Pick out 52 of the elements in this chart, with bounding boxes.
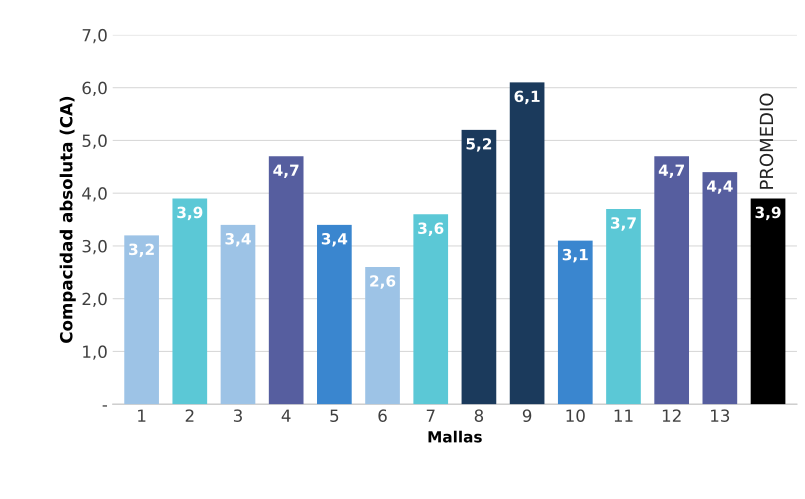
data-label: 3,4	[322, 233, 348, 247]
x-tick-label: 1	[138, 410, 146, 422]
data-label: 3,1	[562, 248, 588, 262]
y-tick-label: 7,0	[82, 28, 107, 44]
data-label: 6,1	[514, 90, 540, 104]
data-label: 2,6	[370, 275, 396, 289]
bar	[268, 156, 304, 404]
data-label: 4,4	[707, 180, 733, 194]
bar	[702, 172, 738, 404]
x-tick-label: 3	[234, 409, 242, 422]
x-tick-label: 4	[282, 410, 291, 422]
bar	[606, 209, 641, 404]
y-tick-label: 4,0	[82, 187, 107, 202]
x-tick-label: 8	[474, 409, 484, 422]
y-tick-label: 2,0	[82, 292, 107, 307]
data-label: 5,2	[466, 138, 492, 152]
x-tick-label: 11	[614, 410, 633, 422]
bar	[220, 224, 256, 404]
bar	[413, 214, 448, 404]
bar	[124, 235, 159, 404]
data-label: 3,7	[610, 217, 636, 231]
x-tick-label: 7	[426, 410, 435, 422]
bar	[558, 240, 593, 404]
bar	[510, 82, 544, 404]
x-tick-label: 2	[186, 409, 194, 422]
data-label: 3,2	[129, 244, 154, 258]
x-tick-label: 5	[330, 410, 338, 422]
x-tick-label: 10	[566, 409, 585, 422]
bar	[317, 224, 352, 404]
data-label: 3,6	[418, 222, 444, 236]
data-label: 4,7	[273, 164, 298, 178]
data-label: 3,9	[756, 206, 781, 220]
bar	[750, 198, 786, 404]
x-tick-label: 9	[522, 409, 532, 422]
x-tick-label: 6	[378, 409, 387, 422]
bar	[462, 130, 496, 404]
annotation: PROMEDIO	[760, 93, 774, 189]
y-tick-label: 6,0	[82, 82, 107, 96]
data-label: 4,7	[658, 164, 684, 178]
data-label: 3,9	[177, 206, 202, 220]
y-tick-label: 1,0	[83, 345, 107, 360]
y-tick-label: -	[102, 405, 108, 407]
x-tick-label: 12	[662, 409, 681, 422]
bar	[365, 267, 400, 404]
data-label: 3,4	[225, 233, 251, 247]
x-tick-label: 13	[711, 409, 730, 422]
y-axis-title: Compacidad absoluta (CA)	[60, 96, 76, 343]
y-tick-label: 5,0	[82, 134, 107, 149]
bar	[654, 156, 690, 404]
x-axis-title: Mallas	[428, 430, 482, 443]
bar	[172, 198, 208, 404]
y-tick-label: 3,0	[82, 240, 107, 254]
